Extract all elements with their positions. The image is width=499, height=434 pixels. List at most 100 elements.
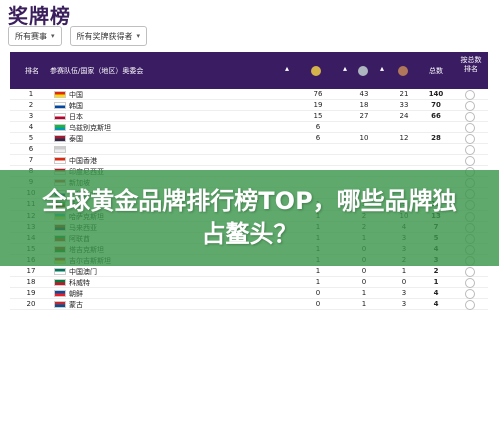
total-count: 4 [433, 299, 439, 308]
team-name: 朝鲜 [69, 289, 83, 298]
total-count: 66 [431, 112, 441, 121]
team-name: 泰国 [69, 135, 83, 144]
silver-count: 0 [361, 266, 367, 275]
flag-icon [54, 300, 66, 308]
flag-icon [54, 113, 66, 121]
table-row[interactable]: 4 乌兹别克斯坦 6 [10, 122, 488, 134]
bronze-count: 21 [399, 90, 409, 98]
expand-row-icon[interactable] [465, 299, 475, 310]
flag-icon [54, 135, 66, 143]
event-filter-dropdown[interactable]: 所有赛事 ▾ [8, 26, 62, 46]
rank-cell: 20 [26, 299, 36, 308]
expand-row-icon[interactable] [465, 90, 475, 100]
expand-row-icon[interactable] [465, 112, 475, 123]
sort-indicator-icon[interactable]: ▴ [343, 64, 348, 73]
bronze-count: 3 [401, 288, 407, 297]
expand-row-icon[interactable] [465, 266, 475, 277]
table-row[interactable]: 5 泰国 6 10 12 28 [10, 133, 488, 145]
bronze-count: 3 [401, 299, 407, 308]
bronze-medal-icon[interactable] [398, 66, 408, 76]
rank-cell: 7 [28, 156, 34, 165]
expand-row-icon[interactable] [465, 145, 475, 156]
team-name: 中国澳门 [69, 267, 97, 276]
rank-cell: 19 [26, 288, 36, 297]
team-name: 韩国 [69, 102, 83, 111]
flag-icon [54, 157, 66, 165]
gold-count: 6 [315, 123, 321, 132]
gold-count: 1 [315, 277, 321, 286]
gold-count: 19 [313, 101, 323, 110]
table-row[interactable]: 3 日本 15 27 24 66 [10, 111, 488, 123]
total-count: 1 [433, 277, 439, 286]
chevron-down-icon: ▾ [51, 32, 55, 40]
bronze-count: 0 [401, 277, 407, 286]
silver-count: 1 [361, 288, 367, 297]
bronze-count: 12 [399, 134, 409, 143]
bronze-count: 24 [399, 112, 409, 121]
team-name: 蒙古 [69, 300, 83, 309]
header-rank[interactable]: 排名 [25, 67, 39, 75]
rank-cell: 1 [28, 90, 34, 98]
rank-cell: 17 [26, 266, 36, 275]
sort-indicator-icon[interactable]: ▴ [285, 64, 290, 73]
expand-row-icon[interactable] [465, 123, 475, 134]
overlay-banner: 全球黄金品牌排行榜TOP，哪些品牌独占鳌头？ [0, 170, 499, 266]
medalist-filter-dropdown[interactable]: 所有奖牌获得者 ▾ [69, 26, 148, 46]
gold-count: 0 [315, 299, 321, 308]
silver-count: 27 [359, 112, 369, 121]
team-name: 日本 [69, 113, 83, 122]
silver-count: 1 [361, 299, 367, 308]
team-name: 中国 [69, 91, 83, 99]
silver-count: 18 [359, 101, 369, 110]
header-team[interactable]: 参赛队伍/国家（地区）奥委会 [50, 67, 144, 75]
total-count: 4 [433, 288, 439, 297]
rank-cell: 5 [28, 134, 34, 143]
expand-row-icon[interactable] [465, 288, 475, 299]
team-name: 科威特 [69, 278, 90, 287]
gold-medal-icon[interactable] [311, 66, 321, 76]
header-sort-by-total[interactable]: 按总数排名 [460, 56, 482, 73]
flag-icon [54, 146, 66, 154]
bronze-count: 33 [399, 101, 409, 110]
expand-row-icon[interactable] [465, 156, 475, 167]
table-row[interactable]: 6 [10, 144, 488, 156]
gold-count: 0 [315, 288, 321, 297]
total-count: 140 [428, 90, 444, 98]
chevron-down-icon: ▾ [136, 32, 141, 40]
filter-bar: 所有赛事 ▾ 所有奖牌获得者 ▾ [8, 26, 148, 46]
table-row[interactable]: 1 中国 76 43 21 140 [10, 89, 488, 101]
banner-headline[interactable]: 全球黄金品牌排行榜TOP，哪些品牌独占鳌头？ [42, 187, 457, 248]
total-count: 2 [433, 266, 439, 275]
silver-count: 0 [361, 277, 367, 286]
rank-cell: 18 [26, 277, 36, 286]
table-row[interactable]: 17 中国澳门 1 0 1 2 [10, 266, 488, 277]
silver-medal-icon[interactable] [358, 66, 368, 76]
total-count: 28 [431, 134, 441, 143]
table-row[interactable]: 19 朝鲜 0 1 3 4 [10, 288, 488, 299]
flag-icon [54, 289, 66, 297]
gold-count: 76 [313, 90, 323, 98]
team-name: 乌兹别克斯坦 [69, 124, 111, 133]
bronze-count: 1 [401, 266, 407, 275]
rank-cell: 2 [28, 101, 34, 110]
rank-cell: 3 [28, 112, 34, 121]
sort-indicator-icon[interactable]: ▴ [380, 64, 385, 73]
gold-count: 1 [315, 266, 321, 275]
table-row[interactable]: 7 中国香港 [10, 155, 488, 167]
table-row[interactable]: 2 韩国 19 18 33 70 [10, 100, 488, 112]
rank-cell: 6 [28, 145, 34, 154]
expand-row-icon[interactable] [465, 277, 475, 288]
flag-icon [54, 91, 66, 98]
table-row[interactable]: 20 蒙古 0 1 3 4 [10, 299, 488, 310]
table-row[interactable]: 18 科威特 1 0 0 1 [10, 277, 488, 288]
header-total[interactable]: 总数 [429, 67, 443, 75]
expand-row-icon[interactable] [465, 101, 475, 112]
expand-row-icon[interactable] [465, 134, 475, 145]
event-filter-label: 所有赛事 [15, 31, 47, 41]
rank-cell: 4 [28, 123, 34, 132]
silver-count: 10 [359, 134, 369, 143]
flag-icon [54, 124, 66, 132]
silver-count: 43 [359, 90, 369, 98]
page-title: 奖牌榜 [8, 4, 71, 28]
flag-icon [54, 267, 66, 275]
